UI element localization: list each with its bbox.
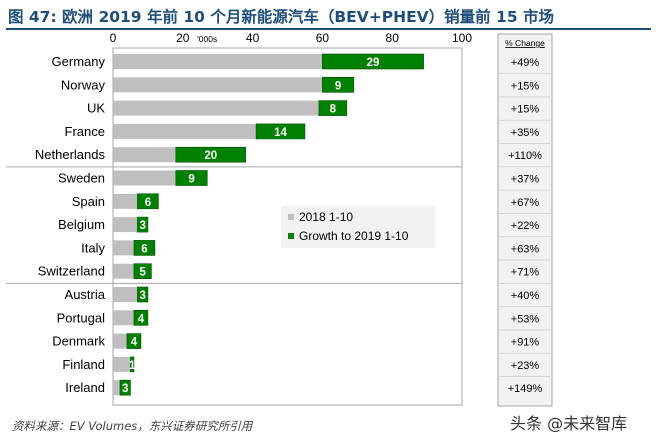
x-axis-unit: '000s <box>197 34 217 44</box>
bar-growth-norway <box>322 77 355 93</box>
x-tick-label: 20 <box>176 31 190 45</box>
data-label-germany: 29 <box>367 57 380 69</box>
category-label-austria: Austria <box>65 287 106 302</box>
x-tick-label: 0 <box>110 31 117 45</box>
bar-2018-portugal <box>113 310 134 326</box>
category-label-switzerland: Switzerland <box>38 264 105 279</box>
bar-2018-belgium <box>113 217 138 233</box>
data-label-denmark: 4 <box>131 337 138 349</box>
pct-change-sweden: +37% <box>511 174 540 186</box>
data-label-ireland: 3 <box>122 383 128 395</box>
category-label-germany: Germany <box>52 54 106 69</box>
data-label-belgium: 3 <box>139 220 145 232</box>
pct-change-denmark: +91% <box>511 337 540 349</box>
bar-2018-ireland <box>113 380 120 396</box>
category-label-finland: Finland <box>62 357 105 372</box>
data-label-sweden: 9 <box>188 174 194 186</box>
bar-growth-netherlands <box>175 146 246 163</box>
bar-growth-switzerland <box>133 263 152 280</box>
pct-change-spain: +67% <box>511 197 540 209</box>
data-label-finland: 1 <box>129 360 136 372</box>
title-rule <box>6 28 651 30</box>
data-label-portugal: 4 <box>138 313 145 325</box>
bar-2018-france <box>113 123 257 139</box>
bar-growth-sweden <box>175 170 208 186</box>
bar-growth-finland <box>130 356 135 373</box>
pct-change-portugal: +53% <box>511 313 540 325</box>
pct-change-italy: +63% <box>511 243 540 255</box>
data-label-uk: 8 <box>330 104 337 116</box>
bar-growth-belgium <box>137 216 149 233</box>
legend-swatch-2 <box>288 233 294 239</box>
pct-change-france: +35% <box>511 127 540 139</box>
data-label-france: 14 <box>274 127 287 139</box>
x-tick-label: 80 <box>386 31 400 45</box>
pct-change-belgium: +22% <box>511 220 540 232</box>
legend-swatch-1 <box>288 214 294 220</box>
pct-change-ireland: +149% <box>508 383 543 395</box>
data-label-italy: 6 <box>141 243 147 255</box>
bar-growth-spain <box>137 193 159 210</box>
category-label-italy: Italy <box>81 240 105 255</box>
pct-change-switzerland: +71% <box>511 267 540 279</box>
bar-2018-netherlands <box>113 147 176 163</box>
legend-box <box>281 206 435 248</box>
x-tick-label: 100 <box>452 31 472 45</box>
pct-change-uk: +15% <box>511 104 540 116</box>
pct-change-header: % Change <box>505 38 545 48</box>
x-tick-label: 60 <box>316 31 330 45</box>
bar-2018-norway <box>113 77 323 93</box>
bar-growth-germany <box>322 53 424 70</box>
data-label-austria: 3 <box>139 290 145 302</box>
x-tick-label: 40 <box>246 31 260 45</box>
pct-change-germany: +49% <box>511 57 540 69</box>
bar-2018-sweden <box>113 170 176 186</box>
data-label-netherlands: 20 <box>204 150 217 162</box>
bar-2018-germany <box>113 54 323 69</box>
category-label-sweden: Sweden <box>58 171 105 186</box>
category-label-portugal: Portugal <box>57 310 106 325</box>
category-label-uk: UK <box>87 101 105 116</box>
category-label-spain: Spain <box>72 194 105 209</box>
category-label-netherlands: Netherlands <box>35 147 106 162</box>
pct-change-norway: +15% <box>511 80 540 92</box>
watermark: 头条 @未来智库 <box>510 414 628 433</box>
bar-growth-austria <box>137 286 149 303</box>
bar-growth-portugal <box>133 309 149 326</box>
source-note: 资料来源：EV Volumes，东兴证券研究所引用 <box>12 419 253 433</box>
category-label-france: France <box>65 124 105 139</box>
bar-2018-uk <box>113 100 319 116</box>
bar-2018-finland <box>113 356 131 372</box>
bar-2018-italy <box>113 240 134 256</box>
pct-change-austria: +40% <box>511 290 540 302</box>
category-label-norway: Norway <box>61 77 106 92</box>
bar-2018-switzerland <box>113 263 134 279</box>
data-label-norway: 9 <box>335 80 341 92</box>
bar-growth-france <box>255 123 306 140</box>
bar-2018-denmark <box>113 333 127 349</box>
bar-growth-italy <box>133 240 156 256</box>
category-label-denmark: Denmark <box>52 334 105 349</box>
pct-change-panel <box>497 33 553 407</box>
bar-2018-austria <box>113 287 138 302</box>
bar-growth-uk <box>318 100 348 116</box>
bar-growth-ireland <box>119 379 131 396</box>
category-label-ireland: Ireland <box>65 380 105 395</box>
bar-growth-denmark <box>126 333 142 349</box>
legend-label-1: 2018 1-10 <box>299 210 353 224</box>
pct-change-finland: +23% <box>511 360 540 372</box>
bar-2018-spain <box>113 193 138 209</box>
pct-change-netherlands: +110% <box>508 150 542 162</box>
figure-title: 图 47: 欧洲 2019 年前 10 个月新能源汽车（BEV+PHEV）销量前… <box>8 8 555 26</box>
category-label-belgium: Belgium <box>58 217 105 232</box>
legend-label-2: Growth to 2019 1-10 <box>299 229 409 243</box>
data-label-spain: 6 <box>145 197 151 209</box>
data-label-switzerland: 5 <box>139 267 146 279</box>
